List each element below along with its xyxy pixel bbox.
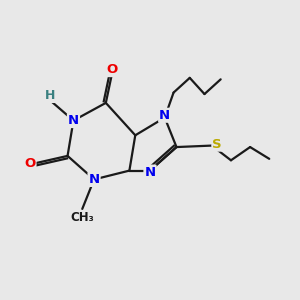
Text: O: O: [106, 63, 117, 76]
Text: N: N: [159, 109, 170, 122]
Text: S: S: [212, 138, 222, 151]
Text: N: N: [88, 173, 100, 186]
Text: O: O: [24, 157, 35, 170]
Text: H: H: [45, 89, 56, 102]
Text: N: N: [144, 166, 156, 178]
Text: N: N: [68, 114, 79, 127]
Text: CH₃: CH₃: [70, 211, 94, 224]
